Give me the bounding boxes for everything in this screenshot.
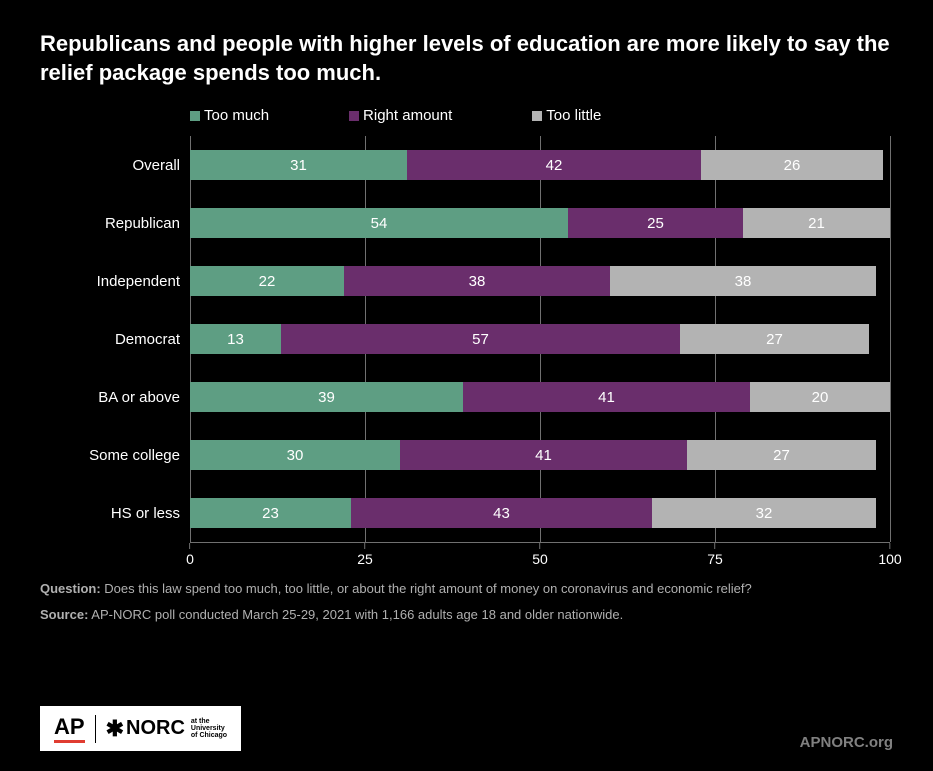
legend-swatch	[532, 111, 542, 121]
row-label: Independent	[30, 273, 180, 290]
bar-segment: 41	[463, 382, 750, 412]
source-body: AP-NORC poll conducted March 25-29, 2021…	[88, 607, 623, 622]
bar-track: 234332	[190, 498, 890, 528]
bar-segment: 57	[281, 324, 680, 354]
ap-logo: AP	[54, 714, 85, 743]
tick-mark	[889, 543, 890, 549]
chart-row: HS or less234332	[190, 484, 890, 542]
bar-segment: 26	[701, 150, 883, 180]
bar-segment: 27	[680, 324, 869, 354]
bar-track: 304127	[190, 440, 890, 470]
x-tick: 0	[186, 543, 194, 567]
legend-swatch	[190, 111, 200, 121]
bar-track: 314226	[190, 150, 890, 180]
bar-segment: 42	[407, 150, 701, 180]
tick-mark	[539, 543, 540, 549]
row-label: BA or above	[30, 389, 180, 406]
bar-track: 223838	[190, 266, 890, 296]
row-label: HS or less	[30, 505, 180, 522]
tick-label: 0	[186, 551, 194, 567]
norc-logo: ✱ NORC at the University of Chicago	[106, 716, 228, 742]
x-axis: 0255075100	[190, 542, 890, 572]
source-label: Source:	[40, 607, 88, 622]
bar-segment: 30	[190, 440, 400, 470]
bar-segment: 13	[190, 324, 281, 354]
chart-row: Overall314226	[190, 136, 890, 194]
legend-label: Too little	[546, 107, 601, 124]
row-label: Democrat	[30, 331, 180, 348]
bar-segment: 22	[190, 266, 344, 296]
row-label: Some college	[30, 447, 180, 464]
bar-track: 394120	[190, 382, 890, 412]
bar-segment: 21	[743, 208, 890, 238]
bar-segment: 43	[351, 498, 652, 528]
legend-label: Right amount	[363, 107, 452, 124]
chart-row: Republican542521	[190, 194, 890, 252]
bar-segment: 23	[190, 498, 351, 528]
bar-segment: 20	[750, 382, 890, 412]
bar-segment: 38	[610, 266, 876, 296]
tick-mark	[714, 543, 715, 549]
tick-label: 75	[707, 551, 723, 567]
bar-segment: 31	[190, 150, 407, 180]
question-text: Question: Does this law spend too much, …	[40, 580, 893, 598]
gridline	[890, 136, 891, 542]
source-text: Source: AP-NORC poll conducted March 25-…	[40, 606, 893, 624]
question-body: Does this law spend too much, too little…	[101, 581, 752, 596]
logo-separator	[95, 715, 96, 743]
legend-item: Too much	[190, 107, 269, 124]
chart-title: Republicans and people with higher level…	[40, 30, 893, 87]
bar-segment: 41	[400, 440, 687, 470]
footer-bar: AP ✱ NORC at the University of Chicago A…	[40, 706, 893, 751]
legend: Too much Right amount Too little	[190, 107, 893, 124]
asterisk-icon: ✱	[106, 716, 124, 742]
bar-segment: 39	[190, 382, 463, 412]
x-tick: 75	[707, 543, 723, 567]
tick-label: 50	[532, 551, 548, 567]
chart-row: Independent223838	[190, 252, 890, 310]
chart-row: BA or above394120	[190, 368, 890, 426]
legend-label: Too much	[204, 107, 269, 124]
bar-segment: 54	[190, 208, 568, 238]
chart-row: Democrat135727	[190, 310, 890, 368]
x-tick: 25	[357, 543, 373, 567]
bar-track: 135727	[190, 324, 890, 354]
row-label: Republican	[30, 215, 180, 232]
ap-logo-text: AP	[54, 714, 85, 739]
x-tick: 100	[878, 543, 901, 567]
bar-segment: 27	[687, 440, 876, 470]
row-label: Overall	[30, 157, 180, 174]
bar-track: 542521	[190, 208, 890, 238]
legend-item: Right amount	[349, 107, 452, 124]
norc-logo-subtext: at the University of Chicago	[191, 718, 227, 739]
tick-mark	[364, 543, 365, 549]
bar-segment: 32	[652, 498, 876, 528]
norc-logo-text: NORC	[126, 717, 185, 740]
chart-row: Some college304127	[190, 426, 890, 484]
tick-mark	[189, 543, 190, 549]
bar-segment: 38	[344, 266, 610, 296]
chart-plot: Overall314226Republican542521Independent…	[190, 136, 890, 542]
x-tick: 50	[532, 543, 548, 567]
site-link[interactable]: APNORC.org	[800, 734, 893, 751]
question-label: Question:	[40, 581, 101, 596]
bar-segment: 25	[568, 208, 743, 238]
logo-box: AP ✱ NORC at the University of Chicago	[40, 706, 241, 751]
ap-logo-underline	[54, 740, 85, 743]
tick-label: 25	[357, 551, 373, 567]
legend-swatch	[349, 111, 359, 121]
legend-item: Too little	[532, 107, 601, 124]
tick-label: 100	[878, 551, 901, 567]
